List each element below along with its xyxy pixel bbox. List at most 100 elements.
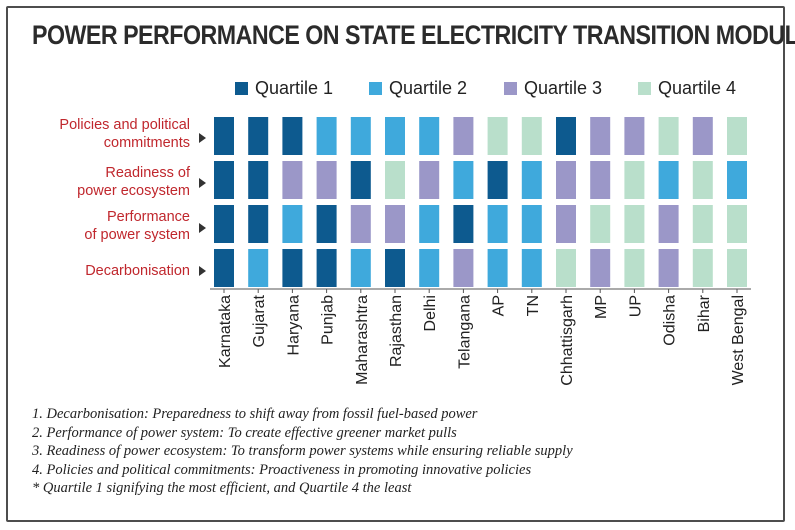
row-pointer-arrow-icon [199, 266, 206, 276]
column-label: Delhi [422, 295, 439, 331]
legend-swatch-quartile-3 [504, 81, 517, 95]
heatmap-cell [214, 249, 234, 287]
column-label: Telangana [456, 295, 473, 369]
column-label: Punjab [320, 295, 337, 345]
heatmap-cell [487, 161, 508, 199]
legend-item-quartile-1: Quartile 1 [235, 76, 333, 100]
heatmap-cell [214, 117, 234, 155]
heatmap-cell [385, 161, 405, 199]
heatmap-cell [692, 117, 713, 155]
footnote-performance: 2. Performance of power system: To creat… [32, 424, 457, 441]
footnotes: 1. Decarbonisation: Preparedness to shif… [32, 405, 573, 498]
heatmap-cell [453, 117, 474, 155]
heatmap-cell [282, 117, 303, 155]
legend-label-quartile-3: Quartile 3 [524, 77, 603, 98]
column-label: Odisha [662, 295, 679, 346]
legend-label-quartile-4: Quartile 4 [658, 77, 737, 98]
heatmap-cell [658, 205, 679, 243]
heatmap-cell [658, 249, 679, 287]
heatmap-cell [248, 161, 269, 199]
column-label: Karnataka [217, 295, 234, 368]
heatmap-cell [624, 205, 645, 243]
legend-swatch-quartile-1 [235, 81, 248, 95]
heatmap-cells [214, 117, 747, 287]
column-label: TN [525, 295, 542, 316]
row-label-decarbonisation-line-1: Decarbonisation [85, 263, 190, 279]
legend-label-quartile-2: Quartile 2 [389, 77, 468, 98]
heatmap-cell [316, 249, 337, 287]
heatmap-chart: Karnataka Gujarat Haryana Punjab Maharashtra… [210, 117, 751, 386]
heatmap-cell [385, 117, 405, 155]
heatmap-cell [727, 205, 747, 243]
heatmap-cell [385, 205, 405, 243]
heatmap-cell [316, 205, 337, 243]
heatmap-cell [590, 205, 611, 243]
heatmap-cell [248, 205, 269, 243]
heatmap-cell [521, 249, 542, 287]
heatmap-cell [624, 249, 645, 287]
heatmap-cell [487, 249, 508, 287]
heatmap-cell [282, 249, 303, 287]
row-label-policies-line-2: commitments [103, 135, 190, 151]
heatmap-cell [692, 161, 713, 199]
heatmap-cell [590, 161, 611, 199]
heatmap-cell [316, 117, 337, 155]
heatmap-cell [419, 249, 440, 287]
heatmap-cell [692, 249, 713, 287]
row-label-readiness-line-2: power ecosystem [77, 183, 190, 199]
heatmap-cell [350, 205, 371, 243]
column-label: MP [593, 295, 610, 319]
heatmap-cell [624, 161, 645, 199]
heatmap-cell [590, 117, 611, 155]
row-pointer-arrow-icon [199, 133, 206, 143]
heatmap-cell [453, 161, 474, 199]
row-label-decarbonisation: Decarbonisation [85, 262, 190, 280]
column-label: Maharashtra [354, 295, 371, 385]
row-label-performance-line-2: of power system [84, 227, 190, 243]
heatmap-cell [248, 249, 269, 287]
heatmap-cell [419, 117, 440, 155]
heatmap-cell [727, 161, 747, 199]
heatmap-cell [658, 161, 679, 199]
heatmap-cell [556, 117, 576, 155]
legend-item-quartile-4: Quartile 4 [638, 76, 736, 100]
legend-swatch-quartile-4 [638, 81, 651, 95]
column-label: Chhattisgarh [559, 295, 576, 386]
row-label-policies: Policies and political commitments [59, 116, 190, 152]
heatmap-cell [282, 205, 303, 243]
heatmap-cell [248, 117, 269, 155]
legend-item-quartile-3: Quartile 3 [504, 76, 602, 100]
footnote-decarbonisation: 1. Decarbonisation: Preparedness to shif… [32, 406, 478, 422]
legend-label-quartile-1: Quartile 1 [255, 77, 334, 98]
heatmap-cell [556, 161, 576, 199]
heatmap-cell [282, 161, 303, 199]
column-label: Haryana [285, 295, 302, 356]
column-label: Bihar [696, 294, 713, 332]
heatmap-cell [453, 249, 474, 287]
column-label: UP [627, 295, 644, 317]
row-label-readiness-line-1: Readiness of [105, 165, 190, 181]
heatmap-cell [214, 161, 234, 199]
heatmap-cell [487, 117, 508, 155]
heatmap-cell [624, 117, 645, 155]
heatmap-cell [556, 205, 576, 243]
chart-title: POWER PERFORMANCE ON STATE ELECTRICITY T… [32, 20, 795, 50]
row-label-readiness: Readiness of power ecosystem [77, 164, 190, 200]
column-label: Rajasthan [388, 295, 405, 367]
heatmap-cell [350, 161, 371, 199]
column-label: AP [491, 295, 508, 316]
legend-swatch-quartile-2 [369, 81, 382, 95]
heatmap-cell [727, 249, 747, 287]
footnote-readiness: 3. Readiness of power ecosystem: To tran… [32, 443, 573, 459]
heatmap-cell [487, 205, 508, 243]
heatmap-cell [350, 117, 371, 155]
heatmap-cell [453, 205, 474, 243]
heatmap-cell [350, 249, 371, 287]
row-label-performance-line-1: Performance [106, 209, 190, 225]
column-label: Gujarat [251, 294, 268, 347]
heatmap-cell [214, 205, 234, 243]
footnote-policies: 4. Policies and political commitments: P… [32, 461, 532, 478]
column-label: West Bengal [730, 295, 747, 385]
row-pointer-arrow-icon [199, 178, 206, 188]
heatmap-axis [210, 288, 751, 293]
